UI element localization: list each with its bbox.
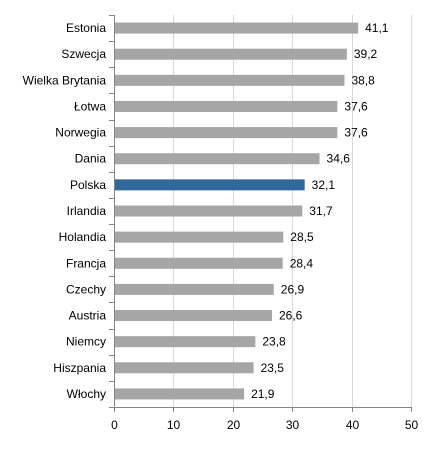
category-label: Francja [66,256,106,270]
bar-highlight [115,179,305,191]
bar [115,388,245,400]
data-label: 21,9 [251,387,275,401]
data-label: 37,6 [344,99,368,113]
category-label: Hiszpania [53,361,106,375]
data-label: 37,6 [344,126,368,140]
category-label: Szwecja [61,47,106,61]
category-label: Estonia [66,21,106,35]
category-label: Włochy [67,387,106,401]
data-label: 32,1 [312,178,336,192]
bar [115,283,274,295]
data-label: 39,2 [354,47,378,61]
data-label: 26,6 [279,309,303,323]
category-label: Holandia [59,230,107,244]
category-label: Norwegia [55,126,106,140]
data-label: 28,4 [290,256,314,270]
x-tick-label: 50 [405,418,419,432]
data-label: 23,5 [261,361,285,375]
category-label: Niemcy [66,335,106,349]
axes [109,15,412,412]
bar [115,100,338,112]
bar [115,310,273,322]
data-label: 38,8 [351,73,375,87]
data-label: 28,5 [290,230,314,244]
data-label: 23,8 [262,335,286,349]
data-label: 26,9 [281,282,305,296]
x-tick-label: 10 [167,418,181,432]
data-label: 34,6 [327,152,351,166]
data-label: 41,1 [365,21,389,35]
x-tick-label: 30 [286,418,300,432]
x-tick-label: 20 [227,418,241,432]
x-tick-label: 40 [346,418,360,432]
category-label: Irlandia [67,204,107,218]
bar [115,22,359,34]
labels: 0 10 20 30 40 50 Estonia 41,1 Szwecja 39,2 Wielka … [23,21,419,432]
x-tick-label: 0 [111,418,118,432]
bar [115,362,254,374]
bar [115,153,320,165]
category-label: Austria [69,309,107,323]
bar [115,231,284,243]
bar [115,127,338,139]
bar [115,74,345,86]
bar [115,205,303,217]
data-label: 31,7 [309,204,333,218]
category-label: Łotwa [74,99,106,113]
category-label: Dania [75,152,107,166]
bar [115,257,283,269]
bar [115,48,347,60]
category-label: Wielka Brytania [23,73,107,87]
bar [115,336,256,348]
category-label: Czechy [66,282,106,296]
bars [115,22,359,400]
category-label: Polska [70,178,106,192]
